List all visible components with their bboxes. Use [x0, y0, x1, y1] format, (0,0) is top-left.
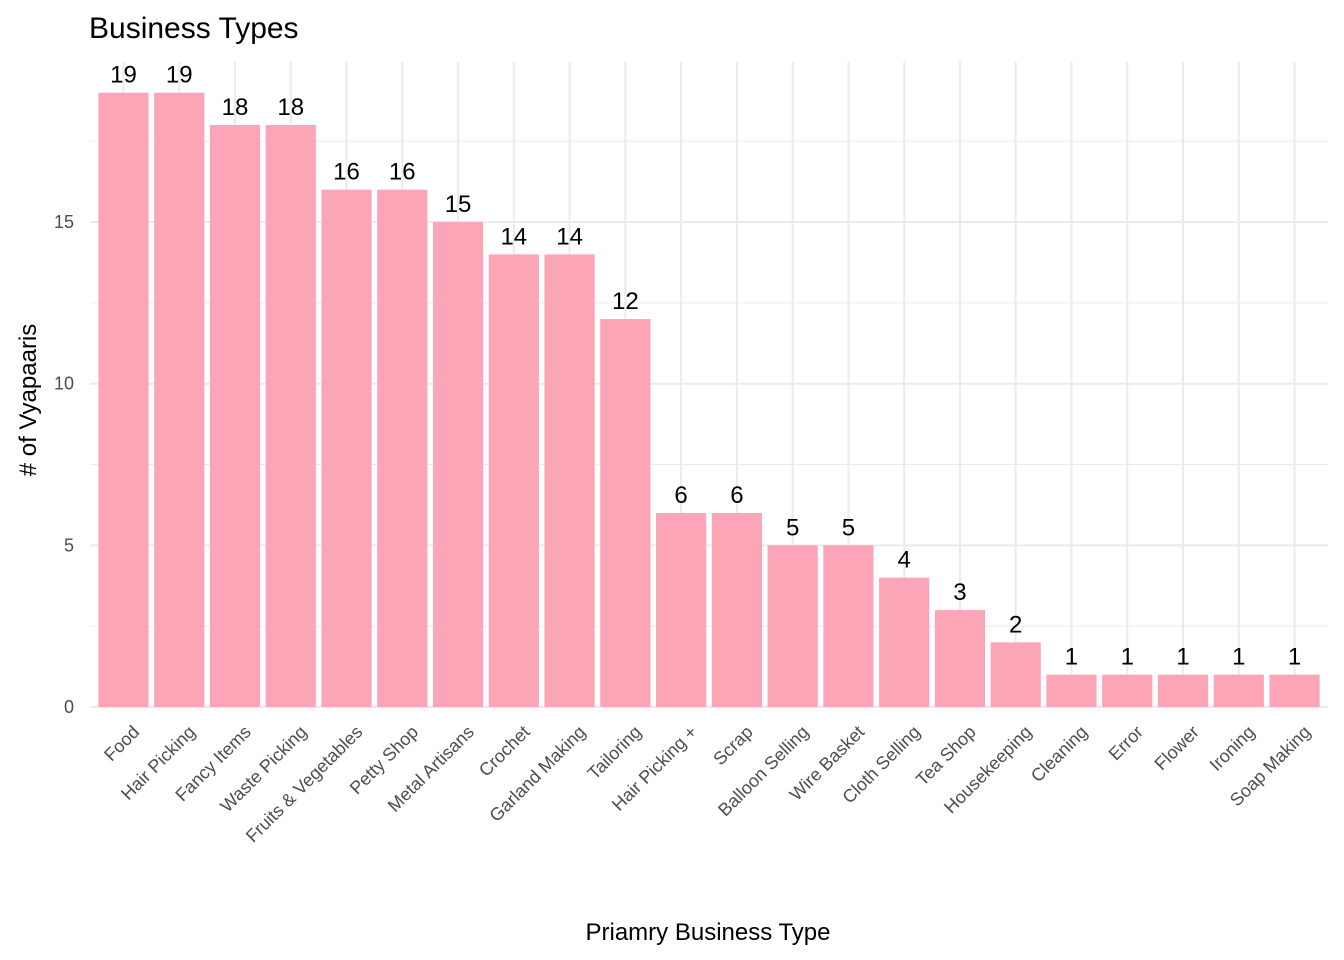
x-tick-label: Flower	[1151, 722, 1203, 774]
bar-value-label: 1	[1121, 644, 1134, 671]
bar-value-label: 5	[842, 514, 855, 541]
bar	[154, 92, 205, 707]
bar-value-label: 18	[277, 94, 304, 121]
bar	[265, 125, 316, 708]
bar-value-label: 19	[110, 62, 137, 89]
bar	[321, 189, 372, 707]
bar-value-label: 16	[389, 159, 416, 186]
bar	[1269, 674, 1320, 707]
bar	[767, 545, 818, 707]
bar-value-label: 4	[898, 547, 911, 574]
y-tick-label: 0	[64, 697, 74, 717]
bar-value-label: 3	[953, 579, 966, 606]
bar-value-label: 14	[500, 223, 527, 250]
bar-value-label: 15	[445, 191, 472, 218]
bar	[990, 642, 1041, 707]
bar	[432, 222, 484, 707]
y-axis-ticks: 0 5 10 15	[54, 212, 74, 717]
bar-value-label: 1	[1176, 644, 1189, 671]
bar-value-label: 1	[1065, 644, 1078, 671]
bar	[1102, 674, 1153, 707]
y-tick-label: 10	[54, 374, 74, 394]
bar-value-label: 1	[1232, 644, 1245, 671]
bar	[1157, 674, 1209, 707]
x-tick-label: Error	[1105, 722, 1147, 764]
bar-value-label: 2	[1009, 611, 1022, 638]
bar	[823, 545, 874, 707]
bar-value-label: 5	[786, 514, 799, 541]
x-tick-label: Cleaning	[1027, 722, 1091, 786]
bar	[934, 610, 986, 707]
bar	[209, 125, 261, 708]
x-tick-label: Food	[100, 722, 143, 765]
x-axis-title: Priamry Business Type	[586, 919, 831, 946]
bar	[1046, 674, 1097, 707]
bar	[656, 513, 707, 707]
chart-title: Business Types	[89, 12, 299, 45]
bar-value-label: 19	[166, 62, 193, 89]
bar	[98, 92, 149, 707]
bar	[1213, 674, 1264, 707]
bar-value-label: 14	[556, 223, 583, 250]
y-axis-title: # of Vyapaaris	[15, 324, 42, 477]
x-tick-label: Garland Making	[485, 722, 589, 826]
y-tick-label: 5	[64, 535, 74, 555]
bar-value-label: 12	[612, 288, 639, 315]
data-labels: 19 19 18 18 16 16 15 14 14 12 6 6 5 5 4 3 2 1 1 1 1 1	[110, 62, 1301, 671]
x-tick-label: Scrap	[709, 722, 756, 769]
bar-value-label: 1	[1288, 644, 1301, 671]
bar-value-label: 18	[222, 94, 249, 121]
bar	[600, 319, 651, 707]
bar	[377, 189, 428, 707]
bar-value-label: 6	[674, 482, 687, 509]
y-tick-label: 15	[54, 212, 74, 232]
bar	[879, 577, 930, 707]
bar	[711, 513, 762, 707]
x-tick-label: Ironing	[1206, 722, 1259, 775]
bar	[544, 254, 595, 708]
bar	[488, 254, 539, 708]
bars	[98, 92, 1320, 708]
bar-value-label: 16	[333, 159, 360, 186]
bar-value-label: 6	[730, 482, 743, 509]
